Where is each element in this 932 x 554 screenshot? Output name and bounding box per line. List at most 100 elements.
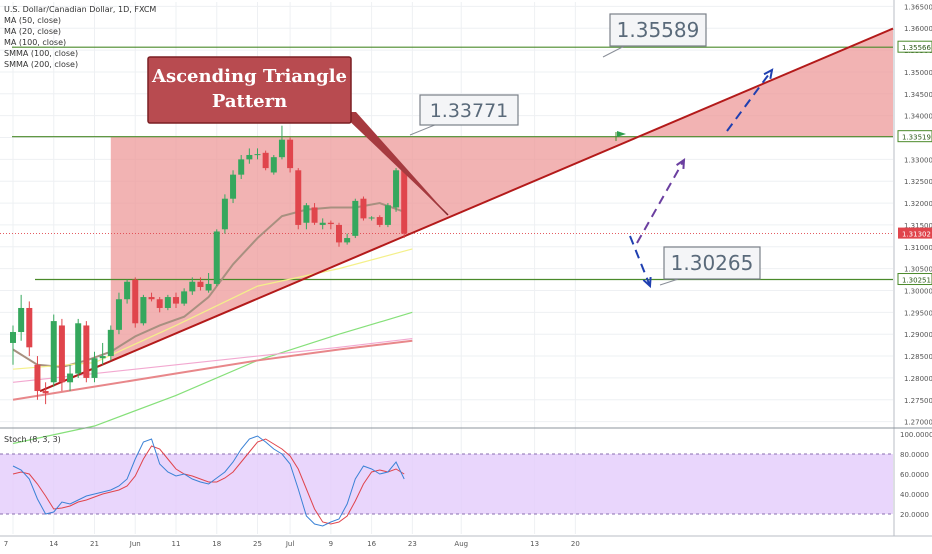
stoch-tick-label: 60.0000 <box>900 471 929 479</box>
price-tick-label: 1.27500 <box>904 397 932 405</box>
candle-body <box>213 231 220 284</box>
candle <box>336 222 342 247</box>
stoch-label: Stoch (8, 3, 3) <box>4 435 61 444</box>
candle-body <box>99 356 106 359</box>
date-tick-label: Aug <box>454 540 468 548</box>
candle <box>238 154 245 180</box>
pattern-text-line: Pattern <box>212 91 287 112</box>
last-price-axis-box <box>898 227 932 239</box>
candle-body <box>26 307 33 348</box>
pattern-pointer-fill <box>340 112 448 215</box>
candle-body <box>303 205 310 223</box>
candle <box>181 288 188 306</box>
candle <box>148 292 155 302</box>
candle-body <box>124 281 131 300</box>
candle <box>287 137 294 173</box>
candle <box>99 342 106 365</box>
indicator-ma20: MA (20, close) <box>4 27 62 36</box>
indicator-smma100: SMMA (100, close) <box>4 49 79 58</box>
candle-body <box>173 297 179 304</box>
date-tick-label: 16 <box>367 540 376 548</box>
candle <box>173 292 179 308</box>
candle-body <box>42 391 49 394</box>
candle-body <box>164 297 171 308</box>
candle <box>213 229 220 287</box>
arrow-head <box>763 68 774 80</box>
date-tick-label: 25 <box>253 540 262 548</box>
pattern-text-line: Ascending Triangle <box>151 66 347 87</box>
candle <box>67 364 74 392</box>
price-tick-label: 1.31000 <box>904 244 932 252</box>
candle <box>246 148 253 164</box>
candle-body <box>83 325 90 378</box>
candle-body <box>246 154 253 160</box>
ascending-trendline <box>39 27 894 393</box>
flag-icon <box>617 131 626 137</box>
candle-body <box>384 205 391 225</box>
date-tick-label: 14 <box>49 540 58 548</box>
date-tick-label: 9 <box>329 540 333 548</box>
candle <box>270 154 277 175</box>
candle <box>205 273 212 293</box>
candle <box>384 203 391 228</box>
chart-legend: U.S. Dollar/Canadian Dollar, 1D, FXCM MA… <box>4 4 156 70</box>
arrow-shaft <box>629 235 651 287</box>
stoch-tick-label: 40.0000 <box>900 491 929 499</box>
candle-body <box>401 170 408 234</box>
projection-arrow-blue-down <box>629 235 652 289</box>
candle-body <box>360 198 367 219</box>
candle-body <box>140 297 147 324</box>
callout-box <box>663 246 761 280</box>
candle-body <box>336 224 342 243</box>
price-tick-label: 1.27000 <box>904 419 932 427</box>
level-axis-box <box>897 40 932 53</box>
candle-body <box>238 159 245 175</box>
candle <box>58 318 65 392</box>
candle-body <box>352 200 359 236</box>
date-tick-label: 11 <box>172 540 181 548</box>
price-tick-label: 1.33000 <box>904 156 932 164</box>
price-tick-label: 1.36500 <box>904 3 932 11</box>
candle-body <box>10 332 16 343</box>
callout-1-35589: 1.35589 <box>602 13 707 58</box>
candle <box>393 168 400 212</box>
moving-average-line <box>12 339 413 401</box>
candle-body <box>50 321 57 383</box>
candle <box>376 215 383 228</box>
candle <box>75 318 82 378</box>
candles-group <box>10 125 408 405</box>
symbol-title: U.S. Dollar/Canadian Dollar, 1D, FXCM <box>4 5 157 14</box>
candle <box>18 294 25 341</box>
date-tick-label: 18 <box>212 540 221 548</box>
pattern-box <box>147 56 352 124</box>
price-tick-label: 1.35000 <box>904 69 932 77</box>
price-tick-label: 1.29000 <box>904 331 932 339</box>
moving-average-line <box>12 311 413 445</box>
stoch-band <box>0 454 893 514</box>
stoch-d-line <box>12 438 405 525</box>
candle <box>360 196 367 221</box>
candle <box>352 198 359 239</box>
price-tick-label: 1.32500 <box>904 178 932 186</box>
last-price-axis-label: 1.31302 <box>902 231 931 239</box>
candle <box>140 294 147 326</box>
candle <box>311 203 318 225</box>
candle-body <box>368 217 375 219</box>
candle-body <box>205 283 212 291</box>
callout-box <box>419 94 519 126</box>
callout-1-30265: 1.30265 <box>659 246 761 286</box>
candle <box>10 325 16 365</box>
indicator-smma200: SMMA (200, close) <box>4 60 79 69</box>
callout-text: 1.35589 <box>617 18 700 42</box>
candle <box>132 277 139 328</box>
projection-arrow-blue-up <box>726 68 774 132</box>
callout-box <box>609 13 707 47</box>
candle-body <box>156 299 163 308</box>
callout-1-33771: 1.33771 <box>409 94 519 136</box>
date-tick-label: 21 <box>90 540 99 548</box>
level-axis-box <box>897 130 932 143</box>
arrow-shaft <box>726 69 773 132</box>
callout-tail <box>659 278 679 286</box>
candle <box>189 277 196 295</box>
